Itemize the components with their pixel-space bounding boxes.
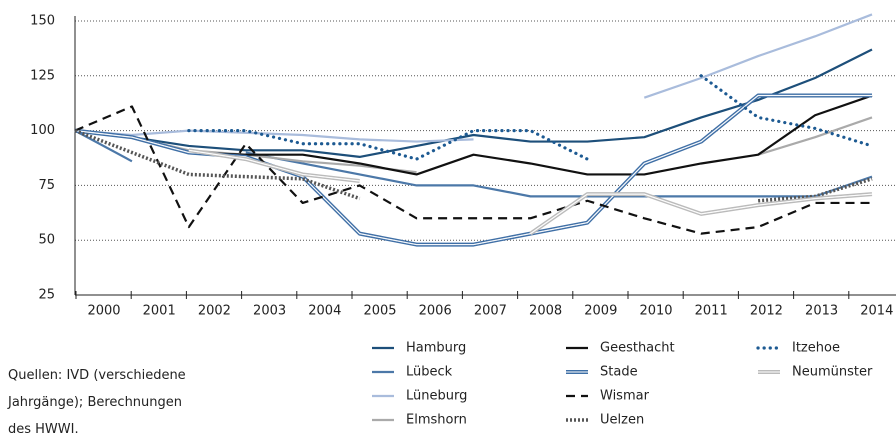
series-line-top	[74, 95, 872, 246]
x-tick-label: 2006	[419, 304, 452, 319]
y-tick-label: 75	[38, 178, 55, 193]
legend-label: Lüneburg	[406, 389, 467, 404]
series-line	[74, 94, 872, 246]
legend-label: Lübeck	[406, 365, 453, 380]
x-tick-label: 2014	[860, 304, 893, 319]
x-tick-label: 2009	[584, 304, 617, 319]
series-line	[74, 129, 873, 198]
source-line: des HWWI.	[8, 422, 79, 434]
x-tick-label: 2000	[87, 304, 120, 319]
source-note: Quellen: IVD (verschiedene Jahrgänge); B…	[8, 362, 238, 434]
y-tick-label: 150	[30, 14, 55, 29]
x-tick-label: 2010	[639, 304, 672, 319]
y-tick-label: 125	[30, 68, 55, 83]
x-tick-label: 2003	[253, 304, 286, 319]
series-line	[74, 48, 873, 159]
series-line	[74, 13, 873, 143]
x-tick-label: 2013	[805, 304, 838, 319]
legend-label: Itzehoe	[792, 341, 840, 356]
legend-label: Geesthacht	[600, 341, 675, 356]
x-tick-label: 2002	[198, 304, 231, 319]
legend-label: Neumünster	[792, 365, 873, 380]
y-tick-label: 100	[30, 123, 55, 138]
x-tick-label: 2008	[529, 304, 562, 319]
x-tick-label: 2001	[143, 304, 176, 319]
series-line	[187, 74, 874, 161]
source-line: Jahrgänge); Berechnungen	[8, 395, 183, 410]
x-tick-label: 2004	[308, 304, 341, 319]
series-line-under	[74, 93, 872, 247]
x-tick-label: 2012	[750, 304, 783, 319]
series-line-top	[188, 149, 873, 235]
y-tick-label: 50	[38, 233, 55, 248]
legend-label: Elmshorn	[406, 413, 467, 428]
legend-label: Wismar	[600, 389, 650, 404]
series-line	[74, 105, 872, 235]
x-tick-label: 2007	[474, 304, 507, 319]
y-tick-label: 25	[38, 288, 55, 303]
series-line	[74, 116, 873, 174]
series-line	[74, 128, 873, 203]
legend-label: Hamburg	[406, 341, 466, 356]
source-line: Quellen: IVD (verschiedene	[8, 368, 186, 383]
legend-label: Stade	[600, 365, 638, 380]
x-tick-label: 2005	[363, 304, 396, 319]
legend-label: Uelzen	[600, 413, 644, 428]
x-tick-label: 2011	[695, 304, 728, 319]
